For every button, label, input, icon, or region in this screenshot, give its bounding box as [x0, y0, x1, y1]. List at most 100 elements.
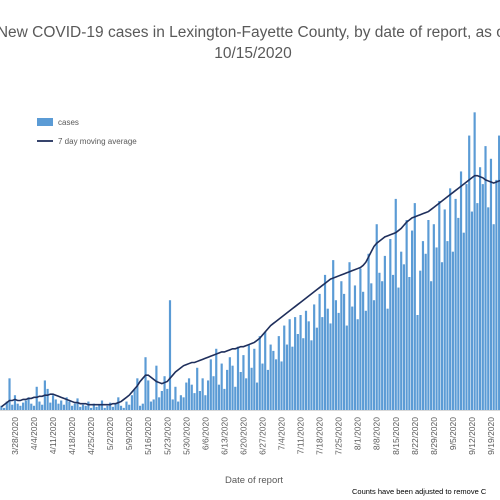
case-bar	[334, 300, 338, 410]
case-bar	[283, 325, 286, 410]
case-bar	[160, 391, 163, 410]
case-bar	[468, 135, 471, 410]
case-bar	[250, 367, 253, 410]
case-bar	[166, 388, 169, 410]
case-bar	[41, 404, 44, 410]
case-bar	[410, 230, 414, 410]
case-bar	[109, 402, 112, 410]
case-bar	[16, 403, 19, 410]
x-tick-label: 6/27/2020	[257, 417, 267, 455]
case-bar	[443, 209, 446, 410]
case-bar	[209, 359, 212, 410]
case-bar	[73, 403, 76, 410]
x-tick-label: 9/5/2020	[448, 417, 458, 450]
x-tick-label: 5/23/2020	[162, 417, 172, 455]
case-bar	[351, 306, 354, 410]
x-tick-label: 9/19/2020	[486, 417, 496, 455]
case-bar	[424, 253, 427, 410]
case-bar	[454, 198, 457, 410]
legend-label-average: 7 day moving average	[58, 137, 137, 146]
x-tick-label: 6/20/2020	[238, 417, 248, 455]
case-bar	[266, 369, 270, 410]
case-bar	[212, 376, 215, 410]
case-bar	[24, 400, 27, 410]
case-bar	[315, 327, 318, 410]
case-bar	[168, 300, 172, 410]
case-bar	[30, 403, 33, 410]
case-bar	[272, 350, 275, 410]
case-bar	[310, 340, 313, 410]
case-bar	[484, 146, 487, 411]
case-bar	[419, 270, 422, 410]
bars-layer	[0, 112, 500, 411]
case-bar	[318, 293, 321, 410]
case-bar	[111, 406, 114, 410]
case-bar	[307, 321, 310, 410]
case-bar	[46, 388, 49, 410]
x-tick-label: 5/30/2020	[181, 417, 191, 455]
x-tick-label: 4/25/2020	[86, 417, 96, 455]
case-bar	[13, 395, 17, 410]
case-bar	[228, 357, 231, 410]
case-bar	[190, 384, 193, 410]
case-bar	[147, 380, 150, 410]
case-bar	[353, 285, 357, 410]
case-bar	[302, 338, 305, 410]
x-tick-label: 8/29/2020	[429, 417, 439, 455]
case-bar	[220, 363, 223, 410]
case-bar	[470, 211, 474, 410]
case-bar	[87, 401, 90, 410]
case-bar	[114, 403, 117, 410]
case-bar	[155, 365, 158, 410]
case-bar	[152, 399, 155, 410]
case-bar	[421, 241, 425, 410]
case-bar	[90, 407, 93, 410]
case-bar	[402, 264, 406, 410]
x-tick-labels: 3/28/2020 4/4/2020 4/11/2020 4/18/2020 4/25/…	[10, 417, 496, 455]
case-bar	[19, 405, 22, 410]
case-bar	[340, 281, 343, 410]
case-bar	[288, 319, 291, 410]
case-bar	[253, 348, 256, 410]
case-bar	[76, 398, 79, 410]
case-bar	[2, 407, 6, 410]
x-tick-label: 7/11/2020	[296, 417, 306, 454]
case-bar	[136, 378, 139, 410]
case-bar	[342, 293, 346, 410]
case-bar	[261, 363, 264, 410]
case-bar	[397, 287, 400, 410]
case-bar	[215, 348, 218, 410]
case-bar	[416, 315, 419, 410]
case-bar	[62, 404, 66, 410]
case-bar	[498, 135, 500, 410]
case-bar	[476, 203, 479, 410]
case-bar	[51, 395, 55, 410]
case-bar	[356, 319, 359, 410]
case-bar	[264, 331, 267, 410]
case-bar	[269, 344, 272, 410]
x-tick-label: 4/18/2020	[67, 417, 77, 455]
case-bar	[296, 334, 299, 410]
case-bar	[462, 232, 465, 410]
case-bar	[193, 393, 196, 410]
case-bar	[245, 378, 248, 410]
chart-title: New COVID-19 cases in Lexington-Fayette …	[0, 24, 500, 41]
case-bar	[27, 397, 30, 410]
case-bar	[98, 404, 101, 410]
x-tick-label: 8/15/2020	[391, 417, 401, 455]
case-bar	[465, 184, 468, 410]
case-bar	[299, 315, 302, 410]
case-bar	[130, 395, 134, 410]
case-bar	[81, 404, 85, 410]
case-bar	[185, 382, 188, 410]
case-bar	[128, 404, 131, 410]
x-tick-label: 7/18/2020	[315, 417, 325, 455]
case-bar	[378, 272, 381, 410]
case-bar	[446, 241, 449, 410]
case-bar	[163, 376, 166, 410]
case-bar	[451, 251, 454, 410]
x-tick-label: 7/4/2020	[277, 417, 287, 450]
case-bar	[345, 325, 348, 410]
